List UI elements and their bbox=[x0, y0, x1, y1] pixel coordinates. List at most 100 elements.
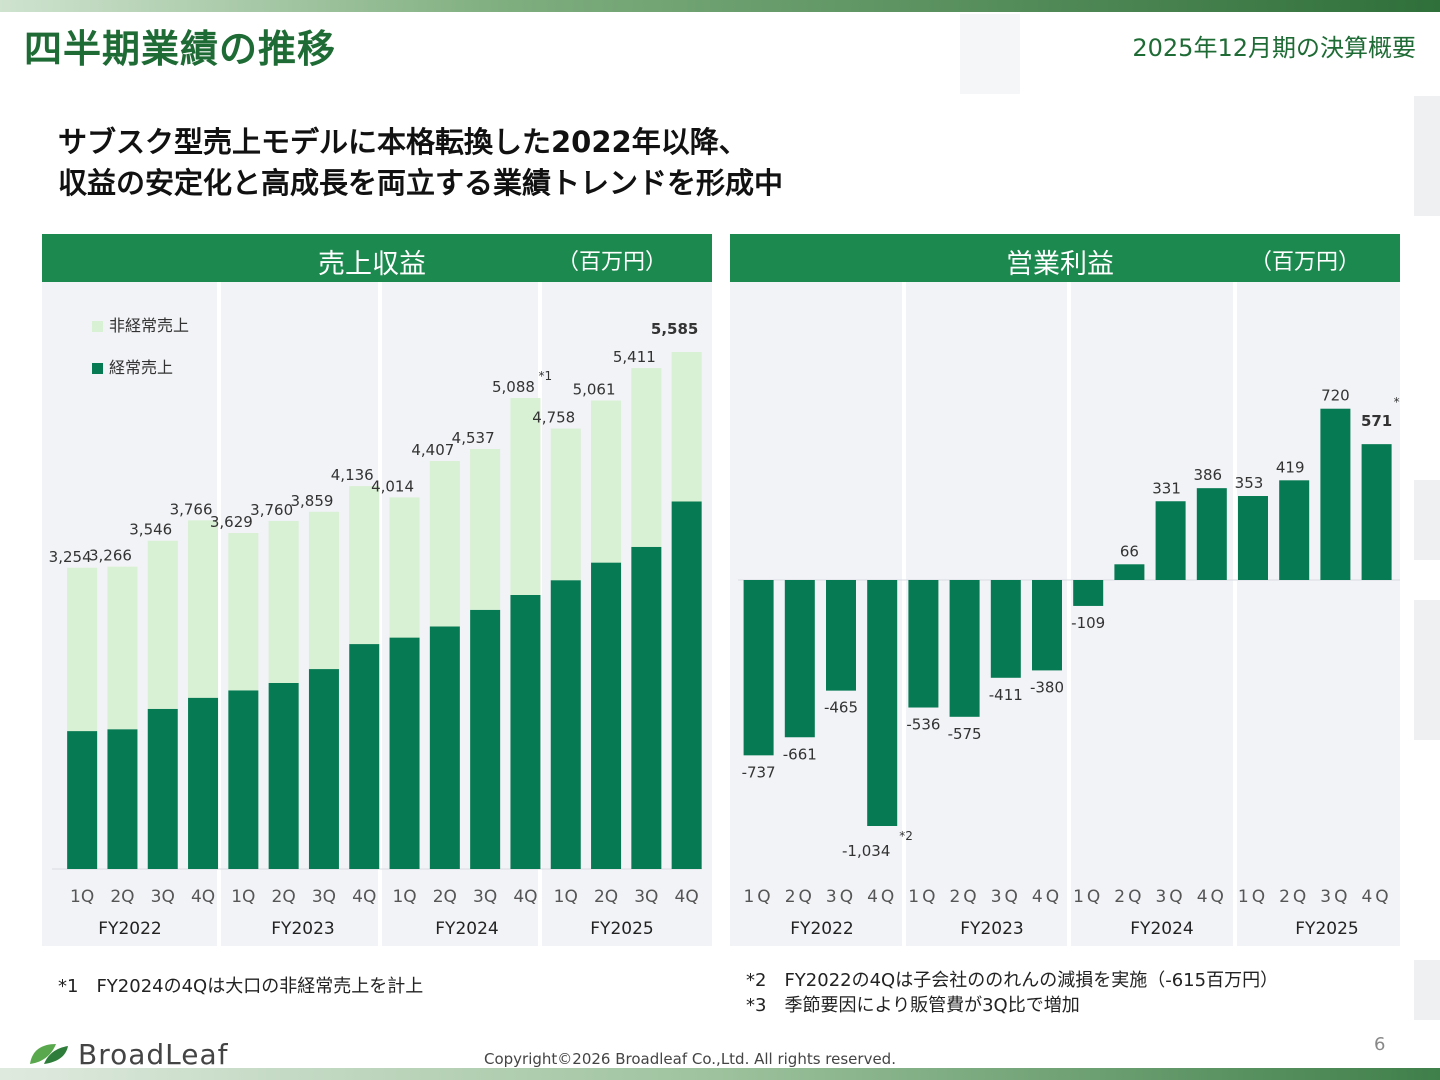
data-label-total: 3,254 bbox=[49, 548, 92, 566]
bar-operating-profit bbox=[1073, 580, 1104, 606]
data-label-value: 419 bbox=[1276, 458, 1305, 476]
data-label-value: -411 bbox=[989, 686, 1023, 704]
x-tick-label: 1Q bbox=[1073, 887, 1103, 907]
bar-nonrecurring bbox=[510, 398, 541, 595]
footnote-2: *2 FY2022の4Qは子会社ののれんの減損を実施（-615百万円） bbox=[746, 970, 1279, 991]
data-label-total: 4,758 bbox=[532, 409, 575, 427]
bar-operating-profit bbox=[1114, 564, 1145, 580]
bar-nonrecurring bbox=[671, 352, 702, 502]
bar-recurring bbox=[591, 562, 622, 869]
x-group-label: FY2022 bbox=[790, 919, 853, 939]
legend-label-nonrecurring: 非経常売上 bbox=[109, 316, 190, 335]
bar-nonrecurring bbox=[349, 486, 380, 645]
data-label-value: -1,034 bbox=[842, 842, 890, 860]
x-tick-label: 2Q bbox=[1114, 887, 1144, 907]
bar-operating-profit bbox=[784, 580, 815, 738]
bar-recurring bbox=[67, 731, 98, 869]
headline: サブスク型売上モデルに本格転換した2022年以降、 収益の安定化と高成長を両立す… bbox=[58, 122, 783, 204]
bar-recurring bbox=[107, 729, 138, 869]
x-tick-label: 3Q bbox=[991, 887, 1021, 907]
bar-nonrecurring bbox=[308, 511, 339, 670]
x-tick-label: 2Q bbox=[594, 887, 618, 907]
bottom-gradient-bar bbox=[0, 1068, 1440, 1080]
decorative-tile bbox=[1414, 96, 1440, 216]
footnote-3: *3 季節要因により販管費が3Q比で増加 bbox=[746, 995, 1080, 1016]
broadleaf-logo-icon bbox=[30, 1044, 68, 1064]
footnote-1: *1 FY2024の4Qは大口の非経常売上を計上 bbox=[58, 976, 424, 997]
x-tick-label: 1Q bbox=[392, 887, 416, 907]
data-label-total: 5,088 bbox=[492, 378, 535, 396]
bar-nonrecurring bbox=[188, 520, 219, 698]
decorative-tile bbox=[1414, 960, 1440, 1020]
bar-nonrecurring bbox=[591, 400, 622, 563]
data-label-total: 3,266 bbox=[89, 547, 132, 565]
x-tick-label: 4Q bbox=[513, 887, 537, 907]
x-tick-label: 4Q bbox=[1032, 887, 1062, 907]
x-tick-label: 1Q bbox=[1238, 887, 1268, 907]
data-label-value: -536 bbox=[906, 716, 940, 734]
data-label-total: 4,537 bbox=[452, 429, 495, 447]
data-label-total: 5,585 bbox=[651, 320, 698, 338]
data-label-value: -380 bbox=[1030, 678, 1064, 696]
decorative-tile bbox=[1414, 480, 1440, 560]
x-tick-label: 2Q bbox=[110, 887, 134, 907]
x-group-label: FY2022 bbox=[98, 919, 161, 939]
data-label-total: 5,411 bbox=[613, 348, 656, 366]
data-label-total: 4,136 bbox=[331, 466, 374, 484]
data-label-value: -737 bbox=[742, 763, 776, 781]
x-tick-label: 3Q bbox=[634, 887, 658, 907]
data-label-total: 3,546 bbox=[129, 521, 172, 539]
data-label-total: 3,859 bbox=[290, 492, 333, 510]
data-label-value: -575 bbox=[948, 725, 982, 743]
bar-recurring bbox=[510, 594, 541, 869]
bar-recurring bbox=[389, 637, 420, 869]
copyright: Copyright©2026 Broadleaf Co.,Ltd. All ri… bbox=[484, 1050, 896, 1068]
bar-operating-profit bbox=[826, 580, 856, 691]
annotation-mark: *1 bbox=[538, 369, 552, 383]
data-label-total: 3,760 bbox=[250, 501, 293, 519]
revenue-chart: 3,254 1Q 3,266 2Q 3,546 3Q 3,766 4Q 3,629 1Q 3,760… bbox=[49, 282, 702, 946]
x-group-label: FY2024 bbox=[435, 919, 498, 939]
data-label-value: -109 bbox=[1071, 614, 1105, 632]
bar-nonrecurring bbox=[389, 497, 420, 638]
bar-recurring bbox=[349, 644, 380, 869]
bar-recurring bbox=[268, 682, 299, 869]
data-label-value: 66 bbox=[1120, 542, 1139, 560]
revenue-panel: 売上収益 （百万円） 非経常売上 経常売上 3,254 1Q 3,266 2Q 3,54… bbox=[42, 234, 712, 946]
bar-nonrecurring bbox=[268, 520, 299, 683]
page-number: 6 bbox=[1374, 1034, 1386, 1055]
x-tick-label: 2Q bbox=[949, 887, 979, 907]
x-tick-label: 3Q bbox=[473, 887, 497, 907]
legend-swatch-recurring bbox=[92, 363, 103, 374]
profit-panel: 営業利益 （百万円） -737 1Q -661 2Q -465 3Q -1,034 4Q -53… bbox=[730, 234, 1400, 946]
profit-chart: -737 1Q -661 2Q -465 3Q -1,034 4Q -536 1Q -575 2Q -4… bbox=[738, 282, 1400, 946]
bar-operating-profit bbox=[1196, 488, 1227, 580]
x-tick-label: 4Q bbox=[675, 887, 699, 907]
data-label-value: 353 bbox=[1235, 474, 1264, 492]
data-label-total: 3,766 bbox=[170, 500, 213, 518]
data-label-total: 4,014 bbox=[371, 477, 414, 495]
x-tick-label: 2Q bbox=[785, 887, 815, 907]
bar-operating-profit bbox=[867, 580, 898, 826]
bar-operating-profit bbox=[990, 580, 1021, 678]
profit-panel-header: 営業利益 （百万円） bbox=[730, 234, 1400, 282]
bar-nonrecurring bbox=[470, 449, 501, 610]
data-label-total: 5,061 bbox=[573, 381, 616, 399]
page-title: 四半期業績の推移 bbox=[24, 27, 337, 71]
bar-nonrecurring bbox=[429, 461, 460, 627]
bar-recurring bbox=[228, 690, 259, 869]
x-tick-label: 1Q bbox=[70, 887, 94, 907]
revenue-panel-header: 売上収益 （百万円） bbox=[42, 234, 712, 282]
data-label-total: 3,629 bbox=[210, 513, 253, 531]
data-label-value: 571 bbox=[1361, 412, 1392, 430]
decorative-tile bbox=[960, 14, 1020, 94]
bar-operating-profit bbox=[743, 580, 774, 756]
data-label-value: 331 bbox=[1152, 479, 1181, 497]
x-tick-label: 3Q bbox=[151, 887, 175, 907]
bar-operating-profit bbox=[908, 580, 939, 708]
profit-chart-title: 営業利益 bbox=[1006, 249, 1114, 280]
data-label-value: 386 bbox=[1193, 466, 1222, 484]
x-group-label: FY2023 bbox=[960, 919, 1023, 939]
legend-label-recurring: 経常売上 bbox=[109, 358, 174, 377]
bar-nonrecurring bbox=[228, 533, 259, 691]
